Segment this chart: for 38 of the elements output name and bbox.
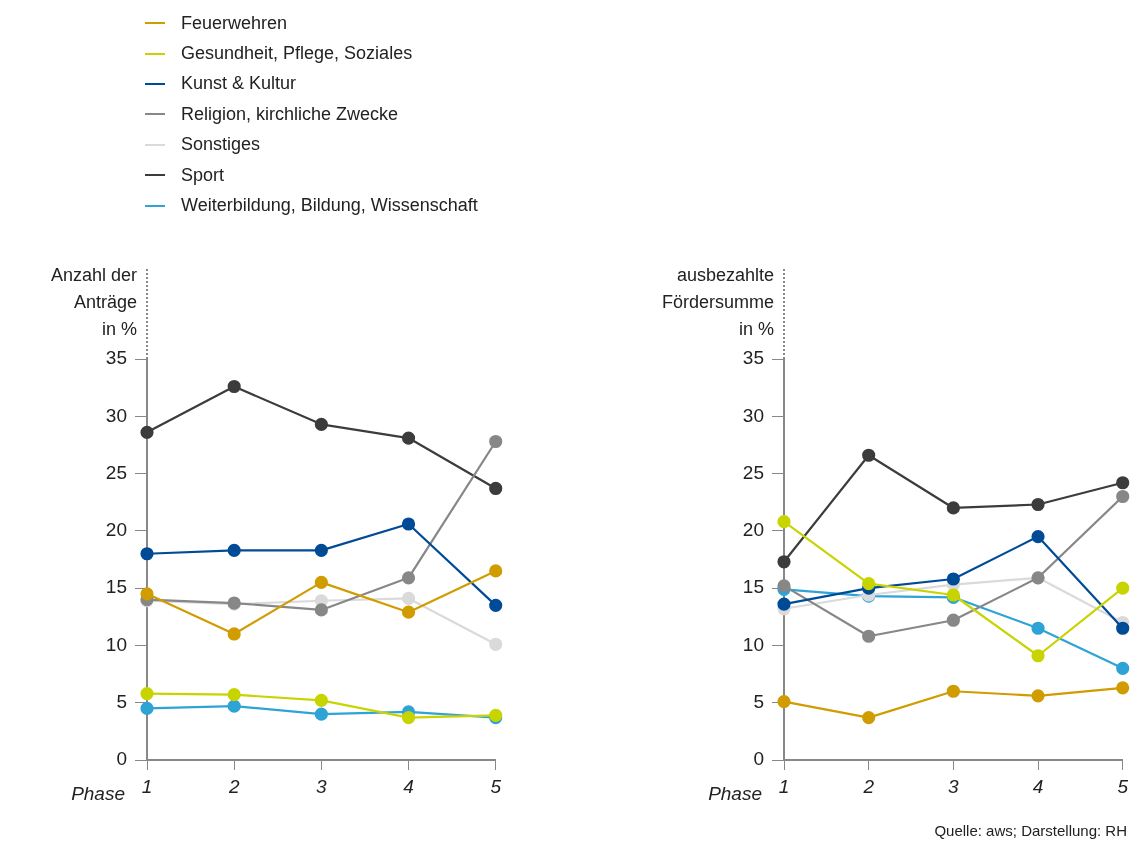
x-tick-label: 5	[490, 775, 502, 797]
y-tick-label: 35	[742, 347, 764, 369]
legend-label: Feuerwehren	[181, 12, 288, 34]
y-tick-label: 30	[105, 404, 127, 426]
legend-label: Sonstiges	[181, 134, 261, 156]
y-tick-label: 25	[742, 461, 764, 483]
y-tick-label: 10	[105, 633, 127, 655]
y-tick-label: 10	[742, 633, 764, 655]
source-note: Quelle: aws; Darstellung: RH	[934, 822, 1127, 839]
x-tick-label: 4	[403, 775, 414, 797]
x-tick-label: 2	[862, 775, 875, 797]
legend-label: Weiterbildung, Bildung, Wissenschaft	[181, 195, 478, 217]
legend-label: Gesundheit, Pflege, Soziales	[181, 43, 413, 65]
y-axis-title: ausbezahlte Fördersumme in %	[661, 264, 774, 341]
y-tick-label: 20	[105, 519, 127, 541]
y-tick-label: 15	[105, 576, 127, 598]
x-tick-label: 1	[778, 775, 790, 797]
x-axis-title: Phase	[71, 783, 125, 805]
y-tick-label: 20	[742, 519, 764, 541]
legend-label: Sport	[181, 164, 225, 186]
x-tick-label: 2	[227, 775, 240, 797]
y-tick-label: 5	[116, 690, 127, 712]
x-tick-label: 5	[1117, 775, 1129, 797]
x-tick-label: 3	[948, 775, 960, 797]
y-tick-label: 25	[105, 461, 127, 483]
y-tick-label: 5	[753, 690, 764, 712]
x-tick-label: 4	[1032, 775, 1044, 797]
legend-label: Religion, kirchliche Zwecke	[181, 103, 399, 125]
x-axis-title: Phase	[708, 783, 762, 805]
x-tick-label: 1	[141, 775, 153, 797]
y-tick-label: 30	[742, 404, 764, 426]
legend-label: Kunst & Kultur	[181, 73, 297, 95]
y-tick-label: 35	[105, 347, 127, 369]
y-tick-label: 15	[742, 576, 764, 598]
y-axis-title: Anzahl der Anträge in %	[50, 264, 137, 341]
y-tick-label: 0	[116, 748, 127, 770]
y-tick-label: 0	[753, 748, 764, 770]
x-tick-label: 3	[316, 775, 328, 797]
